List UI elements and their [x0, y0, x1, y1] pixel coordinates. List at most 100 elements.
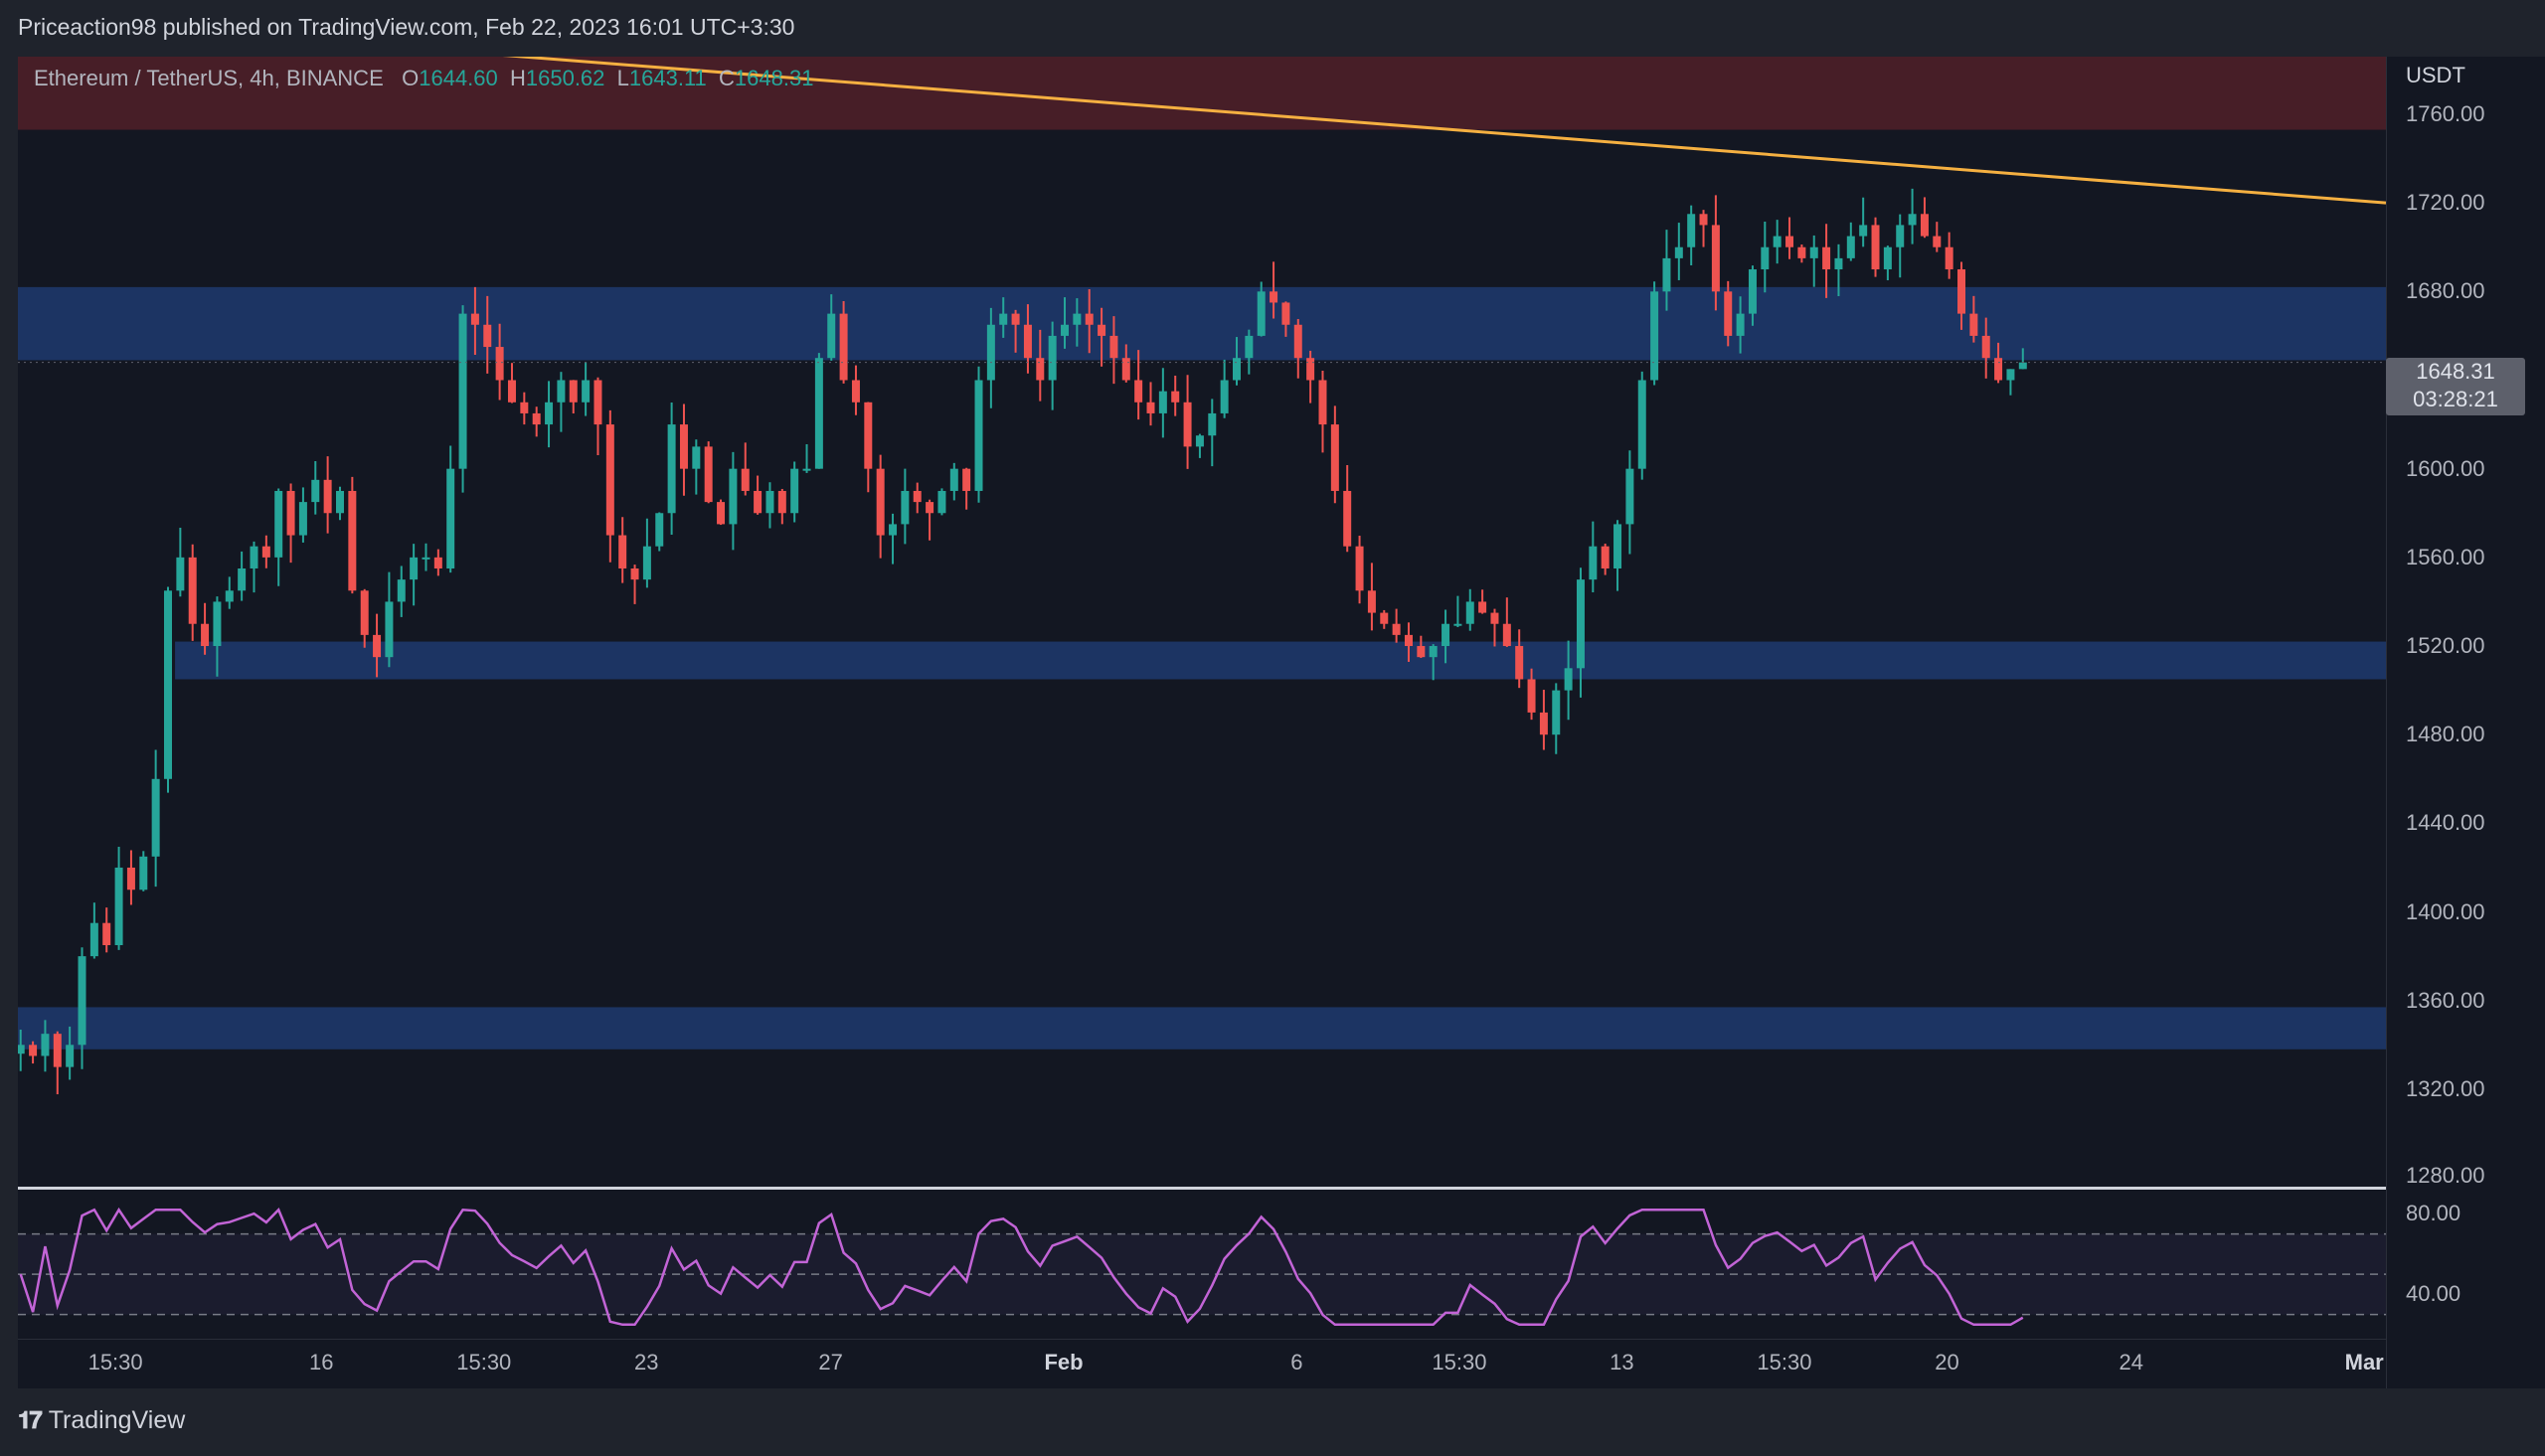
candle-body: [679, 424, 688, 469]
x-tick-label: Mar: [2344, 1350, 2384, 1375]
candle-body: [126, 867, 135, 890]
candle-body: [1589, 546, 1598, 580]
candle-body: [298, 502, 307, 536]
x-tick-label: 24: [2119, 1350, 2144, 1375]
price-chart[interactable]: [18, 57, 2386, 1187]
x-tick-label: 15:30: [1757, 1350, 1812, 1375]
y-tick-label: 1480.00: [2406, 722, 2485, 747]
candle-body: [1281, 302, 1290, 325]
candle-body: [1429, 646, 1438, 658]
candle-body: [2006, 369, 2015, 381]
candle-body: [1809, 246, 1818, 258]
candle-body: [1797, 246, 1806, 258]
rsi-chart-svg: [18, 1207, 2386, 1327]
rsi-tick-label: 80.00: [2406, 1201, 2461, 1226]
candle-body: [901, 490, 910, 525]
candle-body: [1478, 601, 1487, 613]
candle-body: [1773, 236, 1782, 247]
candle-body: [410, 557, 419, 580]
candle-body: [1036, 358, 1045, 381]
candle-body: [1367, 590, 1376, 613]
candle-body: [1687, 214, 1696, 247]
candle-body: [78, 956, 86, 1046]
candle-body: [66, 1045, 75, 1067]
candle-body: [286, 490, 295, 536]
x-tick-label: 6: [1290, 1350, 1303, 1375]
candle-body: [569, 380, 578, 403]
candle-body: [1945, 246, 1953, 270]
candle-body: [1662, 257, 1671, 292]
y-tick-label: 1320.00: [2406, 1075, 2485, 1101]
high-value: 1650.62: [525, 66, 605, 90]
candle-body: [1490, 612, 1499, 624]
candle-body: [1711, 225, 1720, 292]
candle-body: [1061, 324, 1070, 336]
y-tick-label: 1520.00: [2406, 633, 2485, 659]
candle-body: [1748, 269, 1757, 314]
candle-body: [1158, 391, 1167, 413]
candle-body: [1134, 380, 1143, 403]
candle-body: [1146, 402, 1155, 413]
candle-body: [1834, 257, 1843, 270]
candle-body: [1564, 668, 1573, 691]
chart-background: [18, 57, 2386, 1388]
candle-body: [1699, 214, 1708, 226]
pane-separator[interactable]: [18, 1187, 2386, 1190]
candle-body: [1650, 291, 1659, 381]
x-tick-label: 13: [1610, 1350, 1634, 1375]
candle-body: [1195, 435, 1204, 447]
candle-body: [29, 1045, 38, 1056]
candle-body: [1330, 424, 1339, 491]
candle-body: [1969, 313, 1978, 336]
candle-body: [1355, 546, 1364, 591]
rsi-line: [19, 1207, 2024, 1327]
zone-blue-2: [175, 641, 2386, 680]
candle-body: [385, 601, 394, 658]
candle-body: [1613, 524, 1622, 568]
candle-body: [1761, 246, 1770, 270]
candle-body: [1981, 335, 1990, 359]
x-tick-label: 16: [308, 1350, 334, 1375]
candle-body: [594, 380, 602, 425]
candle-body: [1552, 690, 1561, 735]
candle-body: [1306, 358, 1315, 381]
y-tick-label: 1680.00: [2406, 278, 2485, 304]
candle-body: [741, 468, 750, 491]
candle-body: [655, 513, 664, 547]
candle-body: [1380, 612, 1389, 624]
candle-body: [348, 490, 357, 591]
price-chart-svg: [18, 57, 2386, 1095]
candle-body: [1023, 324, 1032, 359]
zone-red-0: [18, 57, 2386, 130]
rsi-chart[interactable]: [18, 1190, 2386, 1339]
candle-body: [89, 922, 98, 957]
candle-body: [1515, 646, 1524, 680]
candle-body: [1208, 412, 1217, 436]
candle-body: [630, 567, 639, 580]
candle-body: [397, 579, 406, 602]
candle-body: [1404, 634, 1413, 647]
candle-body: [962, 468, 971, 491]
candle-body: [446, 468, 455, 568]
candle-body: [1846, 236, 1855, 258]
candle-body: [139, 856, 148, 890]
x-tick-label: 15:30: [1432, 1350, 1487, 1375]
candle-body: [839, 313, 848, 381]
candle-body: [545, 402, 554, 425]
candle-body: [1736, 313, 1745, 336]
price-axis[interactable]: [2386, 57, 2545, 1388]
bar-countdown: 03:28:21: [2413, 387, 2498, 411]
candle-body: [1109, 335, 1118, 359]
candle-body: [1859, 225, 1868, 237]
candle-body: [1171, 391, 1180, 403]
symbol-title[interactable]: Ethereum / TetherUS, 4h, BINANCE: [34, 66, 384, 90]
y-tick-label: 1760.00: [2406, 100, 2485, 126]
candle-body: [495, 347, 504, 381]
candle-body: [827, 313, 836, 359]
candle-body: [667, 424, 676, 514]
last-price-tag: 1648.31 03:28:21: [2386, 358, 2525, 415]
candle-body: [1625, 468, 1634, 525]
x-tick-label: 27: [818, 1350, 843, 1375]
candle-body: [642, 546, 651, 580]
footer-brand[interactable]: 𝟏𝟕 TradingView: [18, 1406, 185, 1435]
